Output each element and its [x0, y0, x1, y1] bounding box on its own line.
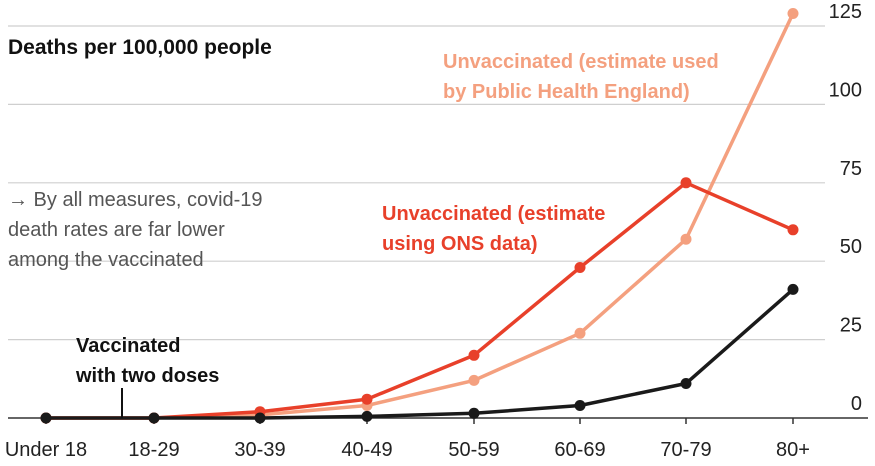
x-tick-label: 60-69 [554, 439, 605, 461]
series-label-vaccinated-line-2: with two doses [75, 365, 219, 387]
chart-title: Deaths per 100,000 people [8, 36, 272, 59]
x-tick-label: 50-59 [448, 439, 499, 461]
data-point [254, 412, 266, 424]
series-line-2 [46, 288, 795, 420]
annotation-line-1: → By all measures, covid-19 [8, 189, 263, 211]
series-label-ons-line-1: Unvaccinated (estimate [382, 203, 605, 225]
data-point [40, 412, 52, 424]
data-point [361, 410, 373, 422]
y-axis-tick-labels: 0 25 50 75 100 125 [829, 1, 862, 415]
y-tick-label: 100 [829, 79, 862, 101]
y-tick-label: 125 [829, 1, 862, 23]
x-tick-label: 40-49 [341, 439, 392, 461]
x-tick-label: Under 18 [5, 439, 87, 461]
annotation-line-2: death rates are far lower [8, 219, 225, 241]
grid-lines [8, 25, 868, 419]
data-point [361, 393, 373, 405]
series-label-ons-line-2: using ONS data) [382, 233, 538, 255]
data-point [787, 283, 799, 295]
series-label-vaccinated-line-1: Vaccinated [76, 335, 181, 357]
data-point [148, 412, 160, 424]
x-tick-label: 80+ [776, 439, 810, 461]
data-point [680, 177, 692, 189]
data-point [574, 400, 586, 411]
data-point [680, 233, 692, 245]
y-tick-label: 25 [840, 315, 862, 337]
series-label-phe-line-1: Unvaccinated (estimate used [443, 51, 719, 73]
data-point [468, 349, 480, 361]
data-point [787, 224, 799, 236]
data-point [680, 378, 692, 389]
x-tick-label: 30-39 [234, 439, 285, 461]
y-tick-label: 50 [840, 236, 862, 258]
series-lines [40, 8, 799, 424]
x-tick-label: 70-79 [660, 439, 711, 461]
data-point [468, 374, 480, 386]
y-tick-label: 0 [851, 393, 862, 415]
data-point [574, 262, 586, 273]
annotation-line-3: among the vaccinated [8, 249, 204, 271]
data-point [574, 327, 586, 339]
data-point [468, 407, 480, 419]
x-tick-label: 18-29 [128, 439, 179, 461]
series-label-phe-line-2: by Public Health England) [443, 81, 690, 103]
y-tick-label: 75 [840, 158, 862, 180]
data-point [787, 8, 799, 19]
x-axis-tick-labels: Under 18 18-29 30-39 40-49 50-59 60-69 70-79 80… [5, 418, 810, 461]
